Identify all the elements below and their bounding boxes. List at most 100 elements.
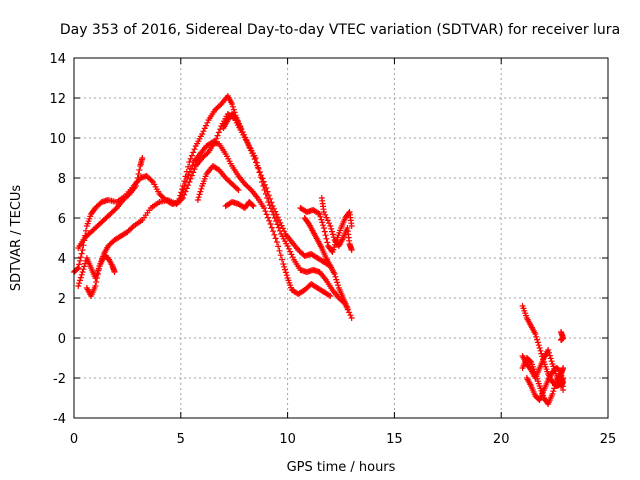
data-point bbox=[534, 336, 541, 343]
data-point bbox=[181, 183, 188, 189]
data-point bbox=[550, 388, 557, 395]
data-point bbox=[78, 250, 85, 257]
data-point bbox=[178, 196, 185, 203]
data-point bbox=[273, 218, 280, 225]
data-point bbox=[283, 272, 290, 279]
data-point bbox=[261, 181, 268, 188]
series-track-8 bbox=[220, 111, 244, 131]
data-point bbox=[258, 172, 265, 179]
data-point bbox=[536, 345, 543, 351]
data-point bbox=[77, 254, 84, 261]
data-point bbox=[324, 239, 331, 246]
data-point bbox=[95, 267, 102, 273]
data-point bbox=[347, 312, 354, 319]
chart-title: Day 353 of 2016, Sidereal Day-to-day VTE… bbox=[60, 22, 620, 38]
data-point bbox=[75, 265, 82, 271]
data-point bbox=[79, 247, 86, 253]
data-point bbox=[334, 279, 341, 286]
data-point bbox=[200, 128, 207, 135]
data-point bbox=[548, 358, 555, 365]
data-point bbox=[288, 251, 295, 258]
data-point bbox=[533, 333, 540, 340]
data-point bbox=[94, 271, 101, 277]
data-point bbox=[348, 223, 355, 229]
data-point bbox=[264, 214, 271, 221]
data-point bbox=[282, 269, 289, 276]
data-point bbox=[259, 175, 266, 182]
data-point bbox=[537, 347, 544, 354]
x-tick-label: 15 bbox=[386, 432, 403, 447]
data-point bbox=[284, 243, 291, 249]
data-point bbox=[229, 103, 236, 110]
data-point bbox=[229, 101, 236, 107]
data-point bbox=[187, 175, 194, 182]
data-point bbox=[348, 315, 355, 321]
y-axis-label: SDTVAR / TECUs bbox=[9, 185, 24, 292]
data-point bbox=[94, 275, 101, 281]
data-point bbox=[185, 182, 192, 189]
data-point bbox=[246, 144, 253, 151]
data-point bbox=[319, 219, 326, 226]
data-point bbox=[272, 208, 279, 215]
data-point bbox=[329, 228, 336, 235]
data-point bbox=[111, 269, 118, 275]
series-track-9 bbox=[297, 205, 355, 255]
y-tick-label: -4 bbox=[53, 412, 66, 427]
data-point bbox=[268, 199, 275, 206]
data-point bbox=[335, 282, 342, 289]
data-point bbox=[323, 214, 330, 221]
y-tick-label: 2 bbox=[58, 292, 66, 307]
data-point bbox=[327, 223, 334, 229]
data-point bbox=[264, 188, 271, 195]
data-point bbox=[201, 125, 208, 132]
series-track-10 bbox=[301, 215, 334, 269]
data-point bbox=[279, 256, 286, 263]
data-point bbox=[133, 179, 140, 185]
data-point bbox=[250, 203, 257, 209]
data-point bbox=[560, 387, 567, 393]
data-point bbox=[267, 195, 274, 202]
data-point bbox=[270, 205, 277, 212]
data-point bbox=[549, 391, 556, 397]
data-point bbox=[268, 224, 275, 231]
tick-labels: 0 5 10 15 20 25 -4 -2 0 2 4 6 8 10 12 14 bbox=[49, 52, 616, 447]
data-point bbox=[76, 257, 83, 264]
data-point bbox=[285, 245, 292, 252]
data-point bbox=[348, 247, 355, 253]
data-point bbox=[75, 283, 82, 289]
data-point bbox=[326, 220, 333, 227]
data-point bbox=[263, 185, 270, 191]
y-tick-label: 10 bbox=[49, 132, 66, 147]
data-point bbox=[77, 274, 84, 281]
data-points bbox=[71, 93, 567, 407]
x-tick-label: 25 bbox=[600, 432, 617, 447]
data-point bbox=[281, 228, 288, 235]
data-point bbox=[275, 243, 282, 250]
data-point bbox=[196, 191, 203, 198]
data-point bbox=[76, 280, 83, 287]
data-point bbox=[316, 211, 323, 217]
data-point bbox=[179, 191, 186, 197]
data-point bbox=[204, 119, 211, 126]
data-point bbox=[273, 211, 280, 218]
data-point bbox=[177, 195, 184, 201]
data-point bbox=[214, 132, 221, 139]
data-point bbox=[318, 216, 325, 223]
data-point bbox=[190, 169, 197, 176]
data-point bbox=[269, 203, 276, 209]
data-point bbox=[272, 235, 279, 242]
data-point bbox=[262, 208, 269, 215]
data-point bbox=[92, 283, 99, 289]
data-point bbox=[260, 178, 267, 185]
data-point bbox=[252, 159, 259, 166]
data-point bbox=[277, 219, 284, 226]
data-point bbox=[80, 266, 87, 273]
data-point bbox=[281, 263, 288, 270]
data-point bbox=[535, 342, 542, 349]
data-point bbox=[254, 162, 261, 169]
data-point bbox=[261, 205, 268, 211]
data-point bbox=[315, 210, 322, 217]
x-axis-label: GPS time / hours bbox=[287, 460, 396, 475]
data-point bbox=[197, 188, 204, 195]
